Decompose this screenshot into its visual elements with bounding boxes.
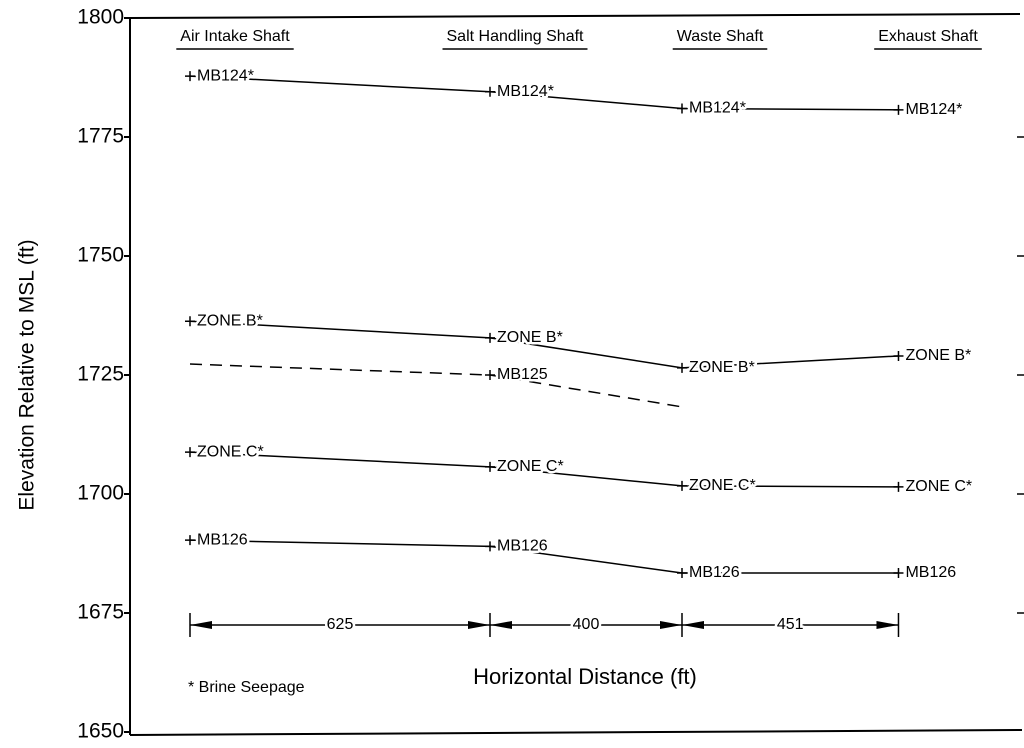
point-label: MB126 — [197, 531, 248, 548]
point-marker — [485, 86, 495, 97]
point-marker — [185, 535, 195, 546]
distance-label: 400 — [573, 616, 600, 633]
distance-label: 625 — [327, 616, 354, 633]
frame-top — [129, 13, 1021, 19]
point-label: ZONE B* — [197, 312, 263, 329]
point-marker — [893, 104, 904, 115]
frame-bottom — [129, 729, 1023, 736]
point-marker — [185, 316, 195, 327]
point-label: MB124* — [497, 83, 554, 100]
point-marker — [893, 568, 904, 579]
point-label: ZONE C* — [497, 458, 564, 475]
x-axis-label: Horizontal Distance (ft) — [473, 664, 697, 689]
point-marker — [185, 71, 195, 82]
point-label: ZONE C* — [197, 443, 264, 460]
shaft-label: Waste Shaft — [677, 28, 764, 45]
point-marker — [893, 350, 904, 361]
point-label: MB124* — [197, 67, 254, 84]
shaft-label: Exhaust Shaft — [878, 28, 978, 45]
point-label: MB124* — [689, 100, 746, 117]
arrow-head — [190, 621, 212, 629]
point-label: MB126 — [905, 564, 956, 581]
point-marker — [677, 480, 687, 491]
arrow-head — [660, 621, 682, 629]
point-label: MB126 — [689, 564, 740, 581]
series-line — [189, 451, 899, 488]
series-line — [189, 320, 899, 369]
series-line — [189, 75, 899, 111]
arrow-head — [490, 621, 512, 629]
point-marker — [677, 362, 687, 373]
point-marker — [893, 481, 904, 492]
point-label: MB125 — [497, 366, 548, 383]
point-marker — [677, 568, 687, 579]
point-marker — [185, 447, 195, 458]
point-label: MB124* — [905, 101, 962, 118]
arrow-head — [682, 621, 704, 629]
point-marker — [485, 461, 495, 472]
y-tick-label: 1775 — [77, 125, 124, 148]
point-marker — [677, 103, 687, 114]
y-tick-label: 1700 — [77, 482, 124, 505]
shaft-label: Air Intake Shaft — [180, 28, 290, 45]
y-tick-label: 1675 — [77, 601, 124, 624]
series-line — [189, 539, 899, 574]
y-tick-label: 1800 — [77, 6, 124, 29]
point-marker — [485, 332, 495, 343]
point-label: ZONE B* — [689, 359, 755, 376]
shaft-label: Salt Handling Shaft — [447, 28, 585, 45]
y-tick-label: 1750 — [77, 244, 124, 267]
note: * Brine Seepage — [188, 679, 305, 696]
point-label: ZONE B* — [905, 347, 971, 364]
series-line — [189, 363, 683, 408]
point-marker — [485, 370, 495, 380]
point-label: ZONE C* — [905, 478, 972, 495]
point-label: ZONE C* — [689, 477, 756, 494]
point-label: ZONE B* — [497, 329, 563, 346]
y-tick-label: 1650 — [77, 720, 124, 743]
y-tick-label: 1725 — [77, 363, 124, 386]
distance-label: 451 — [777, 616, 804, 633]
arrow-head — [468, 621, 490, 629]
y-axis-label: Elevation Relative to MSL (ft) — [16, 239, 39, 510]
point-label: MB126 — [497, 538, 548, 555]
point-marker — [485, 541, 495, 552]
arrow-head — [876, 621, 899, 629]
